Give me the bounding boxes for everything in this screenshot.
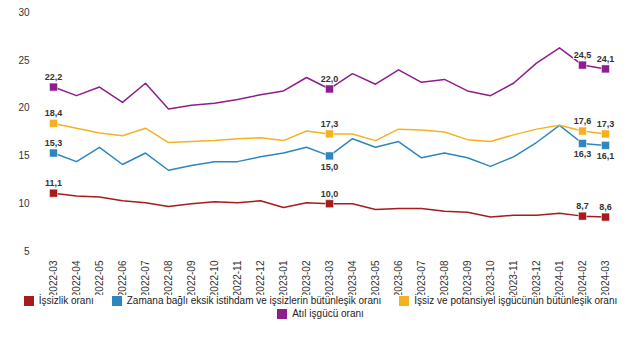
svg-text:2022-12: 2022-12	[255, 260, 266, 295]
svg-text:2023-01: 2023-01	[278, 260, 289, 295]
svg-text:22,2: 22,2	[45, 72, 63, 82]
svg-text:2023-05: 2023-05	[370, 260, 381, 295]
svg-text:2023-10: 2023-10	[485, 260, 496, 295]
svg-text:15: 15	[18, 150, 30, 161]
svg-text:2023-03: 2023-03	[324, 260, 335, 295]
svg-text:15,0: 15,0	[321, 162, 339, 172]
svg-text:17,6: 17,6	[574, 116, 592, 126]
svg-text:2024-03: 2024-03	[600, 260, 611, 295]
svg-text:24,5: 24,5	[574, 50, 592, 60]
svg-text:17,3: 17,3	[321, 119, 339, 129]
svg-text:15,3: 15,3	[45, 138, 63, 148]
svg-text:8,7: 8,7	[576, 201, 589, 211]
svg-text:5: 5	[24, 246, 30, 257]
svg-text:10: 10	[18, 198, 30, 209]
svg-text:2022-04: 2022-04	[71, 260, 82, 295]
svg-text:18,4: 18,4	[45, 108, 63, 118]
svg-text:2022-08: 2022-08	[163, 260, 174, 295]
svg-text:2022-05: 2022-05	[94, 260, 105, 295]
svg-text:10,0: 10,0	[321, 189, 339, 199]
svg-text:2022-07: 2022-07	[140, 260, 151, 295]
svg-text:2023-08: 2023-08	[439, 260, 450, 295]
html-text:Atıl işgücü oranı: Atıl işgücü oranı	[292, 308, 364, 319]
svg-text:22,0: 22,0	[321, 74, 339, 84]
svg-text:2023-04: 2023-04	[347, 260, 358, 295]
svg-text:16,3: 16,3	[574, 149, 592, 159]
svg-text:2023-02: 2023-02	[301, 260, 312, 295]
html-text:İşsiz ve potansiyel işgücünün: İşsiz ve potansiyel işgücünün bütünleşik…	[414, 295, 618, 306]
svg-text:2022-03: 2022-03	[48, 260, 59, 295]
svg-text:2022-09: 2022-09	[186, 260, 197, 295]
svg-text:2023-11: 2023-11	[508, 260, 519, 295]
svg-text:17,3: 17,3	[597, 119, 615, 129]
html-text:İşsizlik oranı: İşsizlik oranı	[38, 295, 94, 306]
svg-text:2023-09: 2023-09	[462, 260, 473, 295]
html-text:Zamana bağlı eksik istihdam ve: Zamana bağlı eksik istihdam ve işsizleri…	[126, 295, 382, 306]
svg-text:2023-12: 2023-12	[531, 260, 542, 295]
svg-text:11,1: 11,1	[45, 178, 62, 188]
svg-text:2023-06: 2023-06	[393, 260, 404, 295]
svg-text:2022-11: 2022-11	[232, 260, 243, 295]
svg-text:16,1: 16,1	[597, 151, 615, 161]
svg-text:24,1: 24,1	[597, 54, 615, 64]
svg-text:2022-10: 2022-10	[209, 260, 220, 295]
svg-text:2022-06: 2022-06	[117, 260, 128, 295]
svg-text:2023-07: 2023-07	[416, 260, 427, 295]
svg-text:25: 25	[18, 55, 30, 66]
svg-text:2024-01: 2024-01	[554, 260, 565, 295]
svg-text:2024-02: 2024-02	[577, 260, 588, 295]
svg-text:20: 20	[18, 102, 30, 113]
svg-text:30: 30	[18, 7, 30, 18]
svg-text:8,6: 8,6	[599, 202, 612, 212]
